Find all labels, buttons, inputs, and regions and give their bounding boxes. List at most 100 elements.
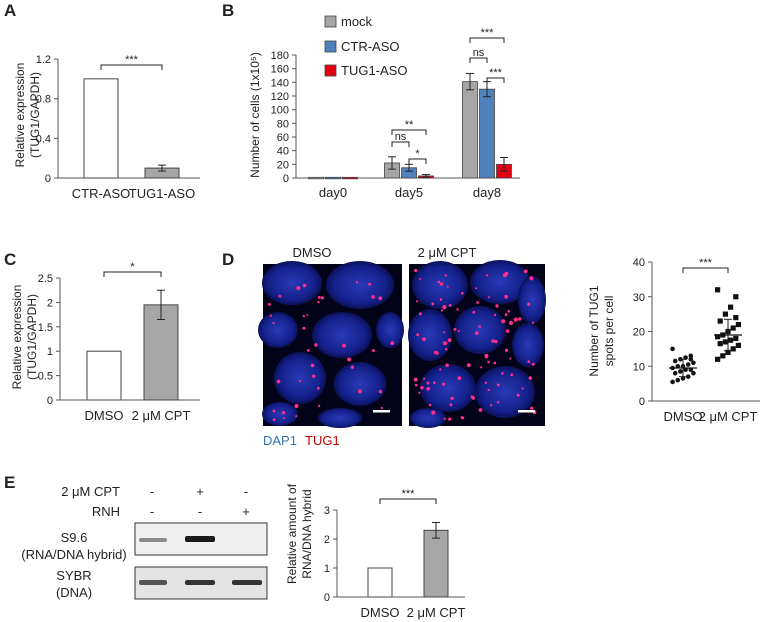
panel-d-point-cpt <box>720 353 726 359</box>
tug1-spot <box>443 341 448 346</box>
tug1-spot <box>272 418 276 421</box>
tug1-spot <box>528 376 533 380</box>
tug1-spot <box>505 329 510 333</box>
panel-d-point-cpt <box>715 356 721 362</box>
panel-d-sig-bracket <box>682 267 729 273</box>
panel-d-point-dmso <box>672 358 678 364</box>
panel-letter-e: E <box>4 473 15 492</box>
tug1-spot <box>444 274 448 277</box>
gel-blot-s96 <box>134 522 268 556</box>
panel-d-point-cpt <box>728 304 734 310</box>
tug1-spot <box>416 333 420 337</box>
panel-d-ylabel-line2: spots per cell <box>602 296 616 367</box>
panel-d-point-cpt <box>725 349 731 355</box>
legend-label-mock: mock <box>341 14 373 29</box>
tug1-spot <box>355 281 359 284</box>
panel-d: D DMSO 2 μM CPT <box>222 245 760 448</box>
panel-d-point-dmso <box>670 379 675 385</box>
gel-cpt-sign-lane2: + <box>196 484 204 499</box>
panel-b-sig-bracket <box>486 77 505 83</box>
tug1-spot <box>523 269 528 274</box>
panel-b-bar <box>308 176 324 180</box>
gel-blot-sybr <box>134 566 268 600</box>
panel-d-point-dmso <box>680 376 686 381</box>
panel-e-ylabel-line1: Relative amount of <box>285 483 299 584</box>
tug1-spot <box>310 363 315 368</box>
panel-e-sig-label: *** <box>402 488 416 500</box>
tug1-spot <box>431 410 436 415</box>
panel-d-point-dmso <box>691 370 696 376</box>
tug1-spot <box>299 380 302 383</box>
tug1-spot <box>418 391 421 394</box>
tug1-spot <box>510 373 514 377</box>
tug1-spot <box>414 268 418 273</box>
tug1-spot <box>518 317 522 321</box>
tug1-spot <box>504 348 509 352</box>
panel-b-y-tick-label: 140 <box>271 77 289 89</box>
panel-d-point-cpt <box>730 346 736 352</box>
tug1-spot <box>294 403 299 409</box>
tug1-spot <box>474 331 479 335</box>
tug1-spot <box>484 353 489 358</box>
panel-d-point-cpt <box>728 337 734 343</box>
panel-b-y-tick-label: 60 <box>277 132 289 144</box>
gel-cpt-sign-lane3: - <box>244 484 248 499</box>
panel-c-bar <box>86 350 122 401</box>
tug1-spot <box>312 374 316 378</box>
tug1-spot <box>439 282 444 286</box>
tug1-spot <box>378 389 383 394</box>
gel-rnh-sign-lane2: - <box>198 504 202 519</box>
panel-c-y-tick-label: 0 <box>47 395 53 407</box>
gel-label-rnh: RNH <box>92 504 120 519</box>
panel-b-y-tick-label: 20 <box>277 159 289 171</box>
tug1-spot <box>269 314 272 317</box>
tug1-spot <box>416 300 419 303</box>
panel-b-x-label: day8 <box>473 185 501 200</box>
tug1-spot <box>306 349 310 352</box>
scale-bar-cpt <box>518 410 535 413</box>
tug1-spot <box>272 321 275 325</box>
panel-c-ylabel-line2: (TUG1/GAPDH) <box>25 294 39 380</box>
panel-d-point-cpt <box>733 294 739 300</box>
legend-swatch-tug1-aso <box>324 64 337 77</box>
panel-d-point-cpt <box>717 318 723 324</box>
tug1-spot <box>296 286 301 291</box>
tug1-spot <box>442 382 446 386</box>
tug1-spot <box>295 415 298 418</box>
tug1-spot <box>418 312 422 316</box>
panel-a-y-tick-label: 0.8 <box>36 94 51 106</box>
tug1-spot <box>527 302 531 306</box>
panel-d-x-label: 2 μM CPT <box>699 409 758 424</box>
panel-c-y-tick-label: 1.5 <box>38 322 53 334</box>
tug1-spots-cpt <box>413 268 537 421</box>
panel-d-point-dmso <box>675 377 681 383</box>
tug1-spot <box>531 362 535 366</box>
panel-b-y-tick-label: 120 <box>271 91 289 103</box>
tug1-spot <box>306 314 309 316</box>
tug1-spot <box>414 383 418 387</box>
panel-b-sig-bracket <box>408 158 427 164</box>
panel-b-legend: mock CTR-ASO TUG1-ASO <box>324 14 407 78</box>
tug1-spot <box>504 294 508 299</box>
panel-b-sig-label: *** <box>481 27 495 39</box>
legend-swatch-ctr-aso <box>324 40 337 53</box>
tug1-spot <box>496 383 500 387</box>
panel-d-point-cpt <box>735 321 741 328</box>
tug1-spot <box>371 295 375 299</box>
tug1-spot <box>457 330 460 333</box>
tug1-spot <box>446 285 449 288</box>
panel-a: A Relative expression (TUG1/GAPDH) 00.40… <box>4 1 200 201</box>
panel-a-sig-bracket <box>100 64 163 70</box>
gel-row1-label-line2: (RNA/DNA hybrid) <box>21 547 126 562</box>
panel-b-bar <box>479 88 495 179</box>
tug1-spot <box>317 300 320 304</box>
panel-d-point-cpt <box>722 339 728 345</box>
panel-d-point-dmso <box>670 346 675 352</box>
panel-e-x-label: 2 μM CPT <box>407 605 466 620</box>
panel-d-point-cpt <box>733 335 739 342</box>
tug1-spot <box>423 377 426 380</box>
panel-b-bar <box>342 176 358 180</box>
tug1-spot <box>460 416 464 420</box>
